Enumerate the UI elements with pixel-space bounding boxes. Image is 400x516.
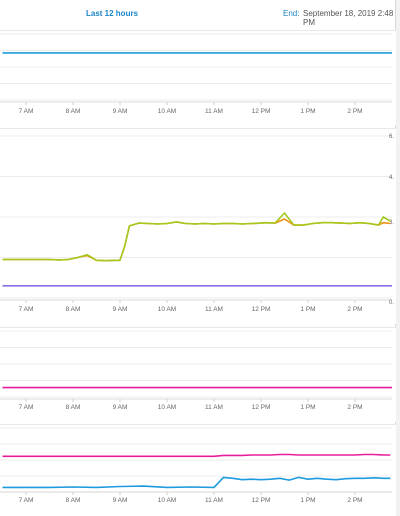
x-tick-label: 10 AM: [158, 404, 176, 411]
x-tick-label: 9 AM: [113, 497, 128, 504]
x-tick-label: 1 PM: [300, 108, 315, 115]
chart-panel-1: 7 AM 8 AM 9 AM 10 AM 11 AM 12 PM 1 PM 2 PM: [0, 30, 396, 125]
x-tick-label: 8 AM: [66, 404, 81, 411]
x-tick-label: 10 AM: [158, 306, 176, 313]
x-tick-label: 10 AM: [158, 497, 176, 504]
end-time-value[interactable]: September 18, 2019 2:48 PM: [303, 9, 394, 27]
y-tick-label: 0.: [389, 300, 394, 306]
x-tick-label: 1 PM: [300, 497, 315, 504]
series-line-1: [2, 453, 391, 458]
x-tick-label: 7 AM: [19, 497, 34, 504]
x-tick-label: 2 PM: [347, 404, 362, 411]
x-tick-label: 12 PM: [252, 306, 271, 313]
x-tick-label: 9 AM: [113, 404, 128, 411]
chart-2: 7 AM 8 AM 9 AM 10 AM 11 AM 12 PM 1 PM 2 PM 6. 4. 3…: [0, 128, 396, 313]
end-time-label: End:: [283, 9, 300, 18]
x-tick-label: 1 PM: [300, 306, 315, 313]
x-tick-label: 2 PM: [347, 108, 362, 115]
x-tick-label: 1 PM: [300, 404, 315, 411]
x-tick-label: 7 AM: [19, 404, 34, 411]
y-tick-label: 3.: [389, 220, 394, 226]
x-tick-label: 8 AM: [66, 497, 81, 504]
time-range-selector[interactable]: Last 12 hours: [86, 9, 139, 18]
y-tick-label: 6.: [389, 134, 394, 140]
x-tick-label: 12 PM: [252, 497, 271, 504]
chart-3: 7 AM 8 AM 9 AM 10 AM 11 AM 12 PM 1 PM 2 PM: [0, 327, 396, 411]
x-tick-label: 8 AM: [66, 108, 81, 115]
x-tick-label: 7 AM: [19, 306, 34, 313]
x-tick-label: 10 AM: [158, 108, 176, 115]
x-tick-label: 11 AM: [205, 497, 223, 504]
x-tick-label: 9 AM: [113, 108, 128, 115]
y-tick-label: 4.: [389, 175, 394, 181]
series-line-2: [2, 476, 391, 489]
chart-panel-3: 7 AM 8 AM 9 AM 10 AM 11 AM 12 PM 1 PM 2 PM: [0, 327, 396, 422]
x-tick-label: 8 AM: [66, 306, 81, 313]
x-tick-label: 2 PM: [347, 306, 362, 313]
chart-1: 7 AM 8 AM 9 AM 10 AM 11 AM 12 PM 1 PM 2 PM: [0, 30, 396, 115]
series-line-1: [2, 218, 391, 262]
chart-panel-2: 7 AM 8 AM 9 AM 10 AM 11 AM 12 PM 1 PM 2 PM 6. 4. 3…: [0, 128, 396, 324]
chart-panel-4: 7 AM 8 AM 9 AM 10 AM 11 AM 12 PM 1 PM 2 PM: [0, 424, 396, 516]
series-line-2: [2, 212, 391, 262]
x-tick-label: 11 AM: [205, 306, 223, 313]
x-tick-label: 12 PM: [252, 404, 271, 411]
x-tick-label: 11 AM: [205, 404, 223, 411]
x-tick-label: 9 AM: [113, 306, 128, 313]
chart-4: 7 AM 8 AM 9 AM 10 AM 11 AM 12 PM 1 PM 2 PM: [0, 424, 396, 504]
x-tick-label: 11 AM: [205, 108, 223, 115]
time-range-bar: Last 12 hours End: September 18, 2019 2:…: [0, 0, 400, 30]
x-tick-label: 2 PM: [347, 497, 362, 504]
x-tick-label: 7 AM: [19, 108, 34, 115]
x-tick-label: 12 PM: [252, 108, 271, 115]
